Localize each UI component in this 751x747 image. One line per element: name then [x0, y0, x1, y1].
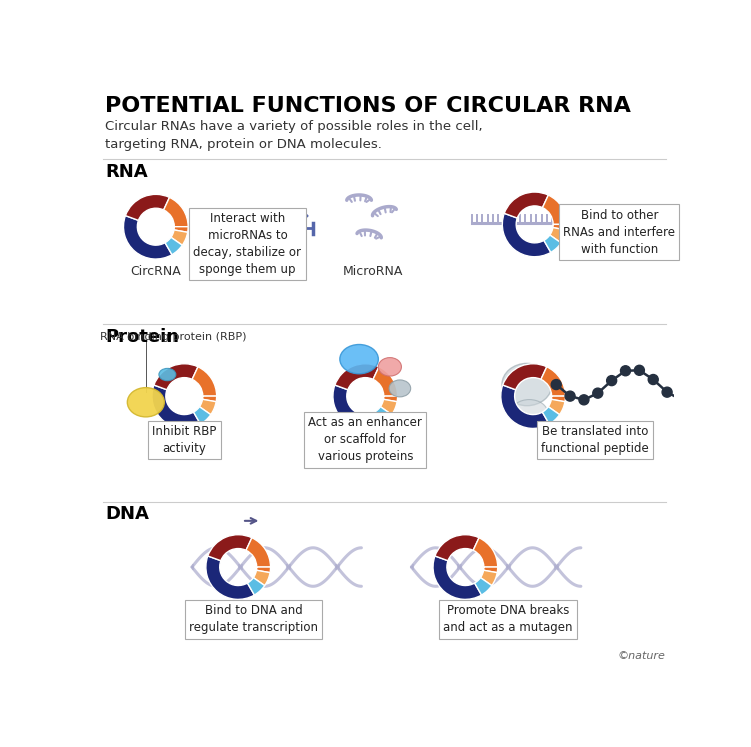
Circle shape: [607, 376, 617, 385]
Ellipse shape: [379, 358, 402, 376]
Wedge shape: [174, 226, 189, 232]
Ellipse shape: [159, 368, 176, 381]
Wedge shape: [247, 577, 264, 595]
Wedge shape: [481, 570, 497, 586]
Text: ©nature: ©nature: [617, 651, 665, 661]
Text: Act as an enhancer
or scaffold for
various proteins: Act as an enhancer or scaffold for vario…: [309, 417, 422, 463]
Wedge shape: [544, 235, 561, 252]
Circle shape: [717, 369, 728, 379]
Text: Circular RNAs have a variety of possible roles in the cell,
targeting RNA, prote: Circular RNAs have a variety of possible…: [105, 120, 483, 152]
Text: RNA binding protein (RBP): RNA binding protein (RBP): [99, 332, 246, 342]
Wedge shape: [192, 367, 216, 396]
Wedge shape: [203, 396, 216, 402]
Circle shape: [690, 392, 700, 402]
Circle shape: [565, 391, 575, 401]
Text: Be translated into
functional peptide: Be translated into functional peptide: [541, 425, 649, 455]
Text: Promote DNA breaks
and act as a mutagen: Promote DNA breaks and act as a mutagen: [443, 604, 572, 634]
Circle shape: [731, 365, 741, 374]
Wedge shape: [194, 406, 211, 424]
Wedge shape: [550, 228, 566, 243]
Wedge shape: [501, 385, 549, 429]
Circle shape: [648, 374, 658, 385]
Wedge shape: [154, 364, 198, 390]
Wedge shape: [384, 396, 397, 402]
Wedge shape: [553, 224, 567, 230]
Ellipse shape: [128, 388, 164, 417]
Wedge shape: [504, 192, 548, 218]
Wedge shape: [256, 567, 270, 573]
Circle shape: [704, 381, 713, 391]
Wedge shape: [171, 230, 188, 245]
Wedge shape: [123, 216, 172, 259]
Text: Bind to DNA and
regulate transcription: Bind to DNA and regulate transcription: [189, 604, 318, 634]
Wedge shape: [165, 238, 182, 255]
Text: DNA: DNA: [105, 506, 149, 524]
Ellipse shape: [511, 400, 547, 427]
Wedge shape: [381, 400, 397, 415]
Wedge shape: [373, 367, 397, 396]
Text: MicroRNA: MicroRNA: [342, 265, 403, 278]
Text: Protein: Protein: [105, 329, 179, 347]
Text: POTENTIAL FUNCTIONS OF CIRCULAR RNA: POTENTIAL FUNCTIONS OF CIRCULAR RNA: [105, 96, 631, 116]
Circle shape: [551, 379, 561, 389]
Wedge shape: [542, 406, 559, 424]
Wedge shape: [484, 567, 498, 573]
Wedge shape: [246, 538, 270, 567]
Circle shape: [620, 366, 631, 376]
Wedge shape: [542, 195, 567, 224]
Wedge shape: [335, 364, 379, 390]
Wedge shape: [152, 385, 201, 429]
Wedge shape: [206, 556, 255, 599]
Circle shape: [593, 388, 603, 398]
Wedge shape: [473, 538, 498, 567]
Wedge shape: [200, 400, 216, 415]
Wedge shape: [435, 535, 479, 561]
Wedge shape: [375, 406, 392, 424]
Wedge shape: [208, 535, 252, 561]
Text: Inhibit RBP
activity: Inhibit RBP activity: [152, 425, 216, 455]
Wedge shape: [253, 570, 270, 586]
Text: RNA: RNA: [105, 163, 148, 181]
Ellipse shape: [389, 380, 411, 397]
Wedge shape: [475, 577, 492, 595]
Wedge shape: [548, 400, 565, 415]
Wedge shape: [164, 197, 189, 226]
Circle shape: [662, 387, 672, 397]
Ellipse shape: [502, 363, 552, 406]
Circle shape: [676, 394, 686, 405]
Wedge shape: [502, 364, 547, 390]
Wedge shape: [551, 396, 566, 402]
Wedge shape: [502, 214, 550, 257]
Wedge shape: [541, 367, 566, 396]
Wedge shape: [333, 385, 382, 429]
Circle shape: [579, 395, 589, 405]
Text: Interact with
microRNAs to
decay, stabilize or
sponge them up: Interact with microRNAs to decay, stabil…: [194, 211, 301, 276]
Ellipse shape: [340, 344, 379, 374]
Circle shape: [635, 365, 644, 375]
Text: Bind to other
RNAs and interfere
with function: Bind to other RNAs and interfere with fu…: [563, 208, 675, 255]
Wedge shape: [125, 194, 170, 220]
Text: CircRNA: CircRNA: [131, 265, 181, 278]
Wedge shape: [433, 556, 481, 599]
